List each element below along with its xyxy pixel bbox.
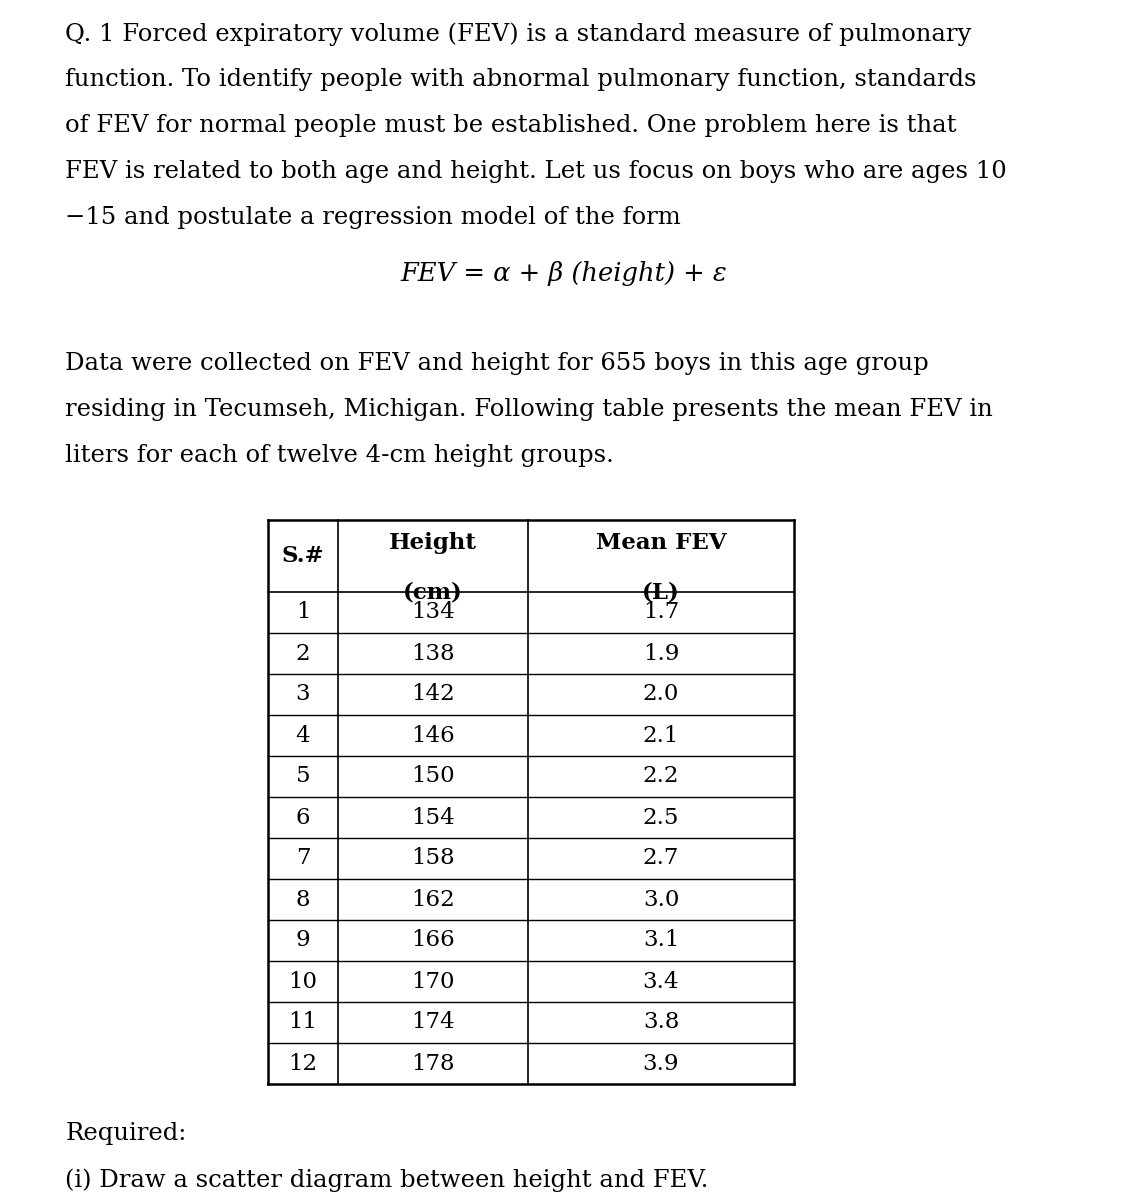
Text: liters for each of twelve 4-cm height groups.: liters for each of twelve 4-cm height gr… xyxy=(65,444,614,467)
Text: 3.8: 3.8 xyxy=(642,1012,680,1033)
Text: 2.5: 2.5 xyxy=(642,806,680,828)
Text: 154: 154 xyxy=(411,806,455,828)
Text: 11: 11 xyxy=(289,1012,318,1033)
Text: 3: 3 xyxy=(295,684,310,706)
Text: 2.2: 2.2 xyxy=(642,766,680,787)
Text: 12: 12 xyxy=(289,1052,318,1074)
Text: 158: 158 xyxy=(411,847,455,870)
Text: 2.7: 2.7 xyxy=(642,847,680,870)
Text: 1.7: 1.7 xyxy=(642,601,680,624)
Text: 146: 146 xyxy=(411,725,455,746)
Text: 3.1: 3.1 xyxy=(642,930,680,952)
Text: (i) Draw a scatter diagram between height and FEV.: (i) Draw a scatter diagram between heigh… xyxy=(65,1168,709,1192)
Text: 3.0: 3.0 xyxy=(642,888,680,911)
Text: 2.0: 2.0 xyxy=(642,684,680,706)
Text: 9: 9 xyxy=(295,930,310,952)
Text: Mean FEV: Mean FEV xyxy=(596,532,726,554)
Text: Required:: Required: xyxy=(65,1122,187,1145)
Text: 142: 142 xyxy=(411,684,455,706)
Text: 178: 178 xyxy=(411,1052,455,1074)
Text: residing in Tecumseh, Michigan. Following table presents the mean FEV in: residing in Tecumseh, Michigan. Followin… xyxy=(65,398,993,421)
Text: 1.9: 1.9 xyxy=(642,642,680,665)
Text: 6: 6 xyxy=(295,806,310,828)
Text: Data were collected on FEV and height for 655 boys in this age group: Data were collected on FEV and height fo… xyxy=(65,352,929,374)
Text: (cm): (cm) xyxy=(403,582,463,604)
Text: 2: 2 xyxy=(295,642,310,665)
Text: −15 and postulate a regression model of the form: −15 and postulate a regression model of … xyxy=(65,206,681,229)
Text: 174: 174 xyxy=(411,1012,455,1033)
Text: 138: 138 xyxy=(411,642,455,665)
Text: FEV is related to both age and height. Let us focus on boys who are ages 10: FEV is related to both age and height. L… xyxy=(65,160,1008,182)
Text: 4: 4 xyxy=(295,725,310,746)
Text: 134: 134 xyxy=(411,601,455,624)
Text: 162: 162 xyxy=(411,888,455,911)
Text: FEV = α + β (height) + ε: FEV = α + β (height) + ε xyxy=(400,260,727,286)
Text: Height: Height xyxy=(389,532,477,554)
Text: 1: 1 xyxy=(295,601,310,624)
Text: 150: 150 xyxy=(411,766,455,787)
Text: 5: 5 xyxy=(295,766,310,787)
Text: 8: 8 xyxy=(295,888,310,911)
Text: 3.9: 3.9 xyxy=(642,1052,680,1074)
Text: S.#: S.# xyxy=(282,545,325,566)
Text: 7: 7 xyxy=(295,847,310,870)
Text: 166: 166 xyxy=(411,930,455,952)
Text: of FEV for normal people must be established. One problem here is that: of FEV for normal people must be establi… xyxy=(65,114,957,137)
Text: 170: 170 xyxy=(411,971,455,992)
Text: 2.1: 2.1 xyxy=(642,725,680,746)
Text: 3.4: 3.4 xyxy=(642,971,680,992)
Text: (L): (L) xyxy=(642,582,680,604)
Text: 10: 10 xyxy=(289,971,318,992)
Text: Q. 1 Forced expiratory volume (FEV) is a standard measure of pulmonary: Q. 1 Forced expiratory volume (FEV) is a… xyxy=(65,22,971,46)
Text: function. To identify people with abnormal pulmonary function, standards: function. To identify people with abnorm… xyxy=(65,68,977,91)
